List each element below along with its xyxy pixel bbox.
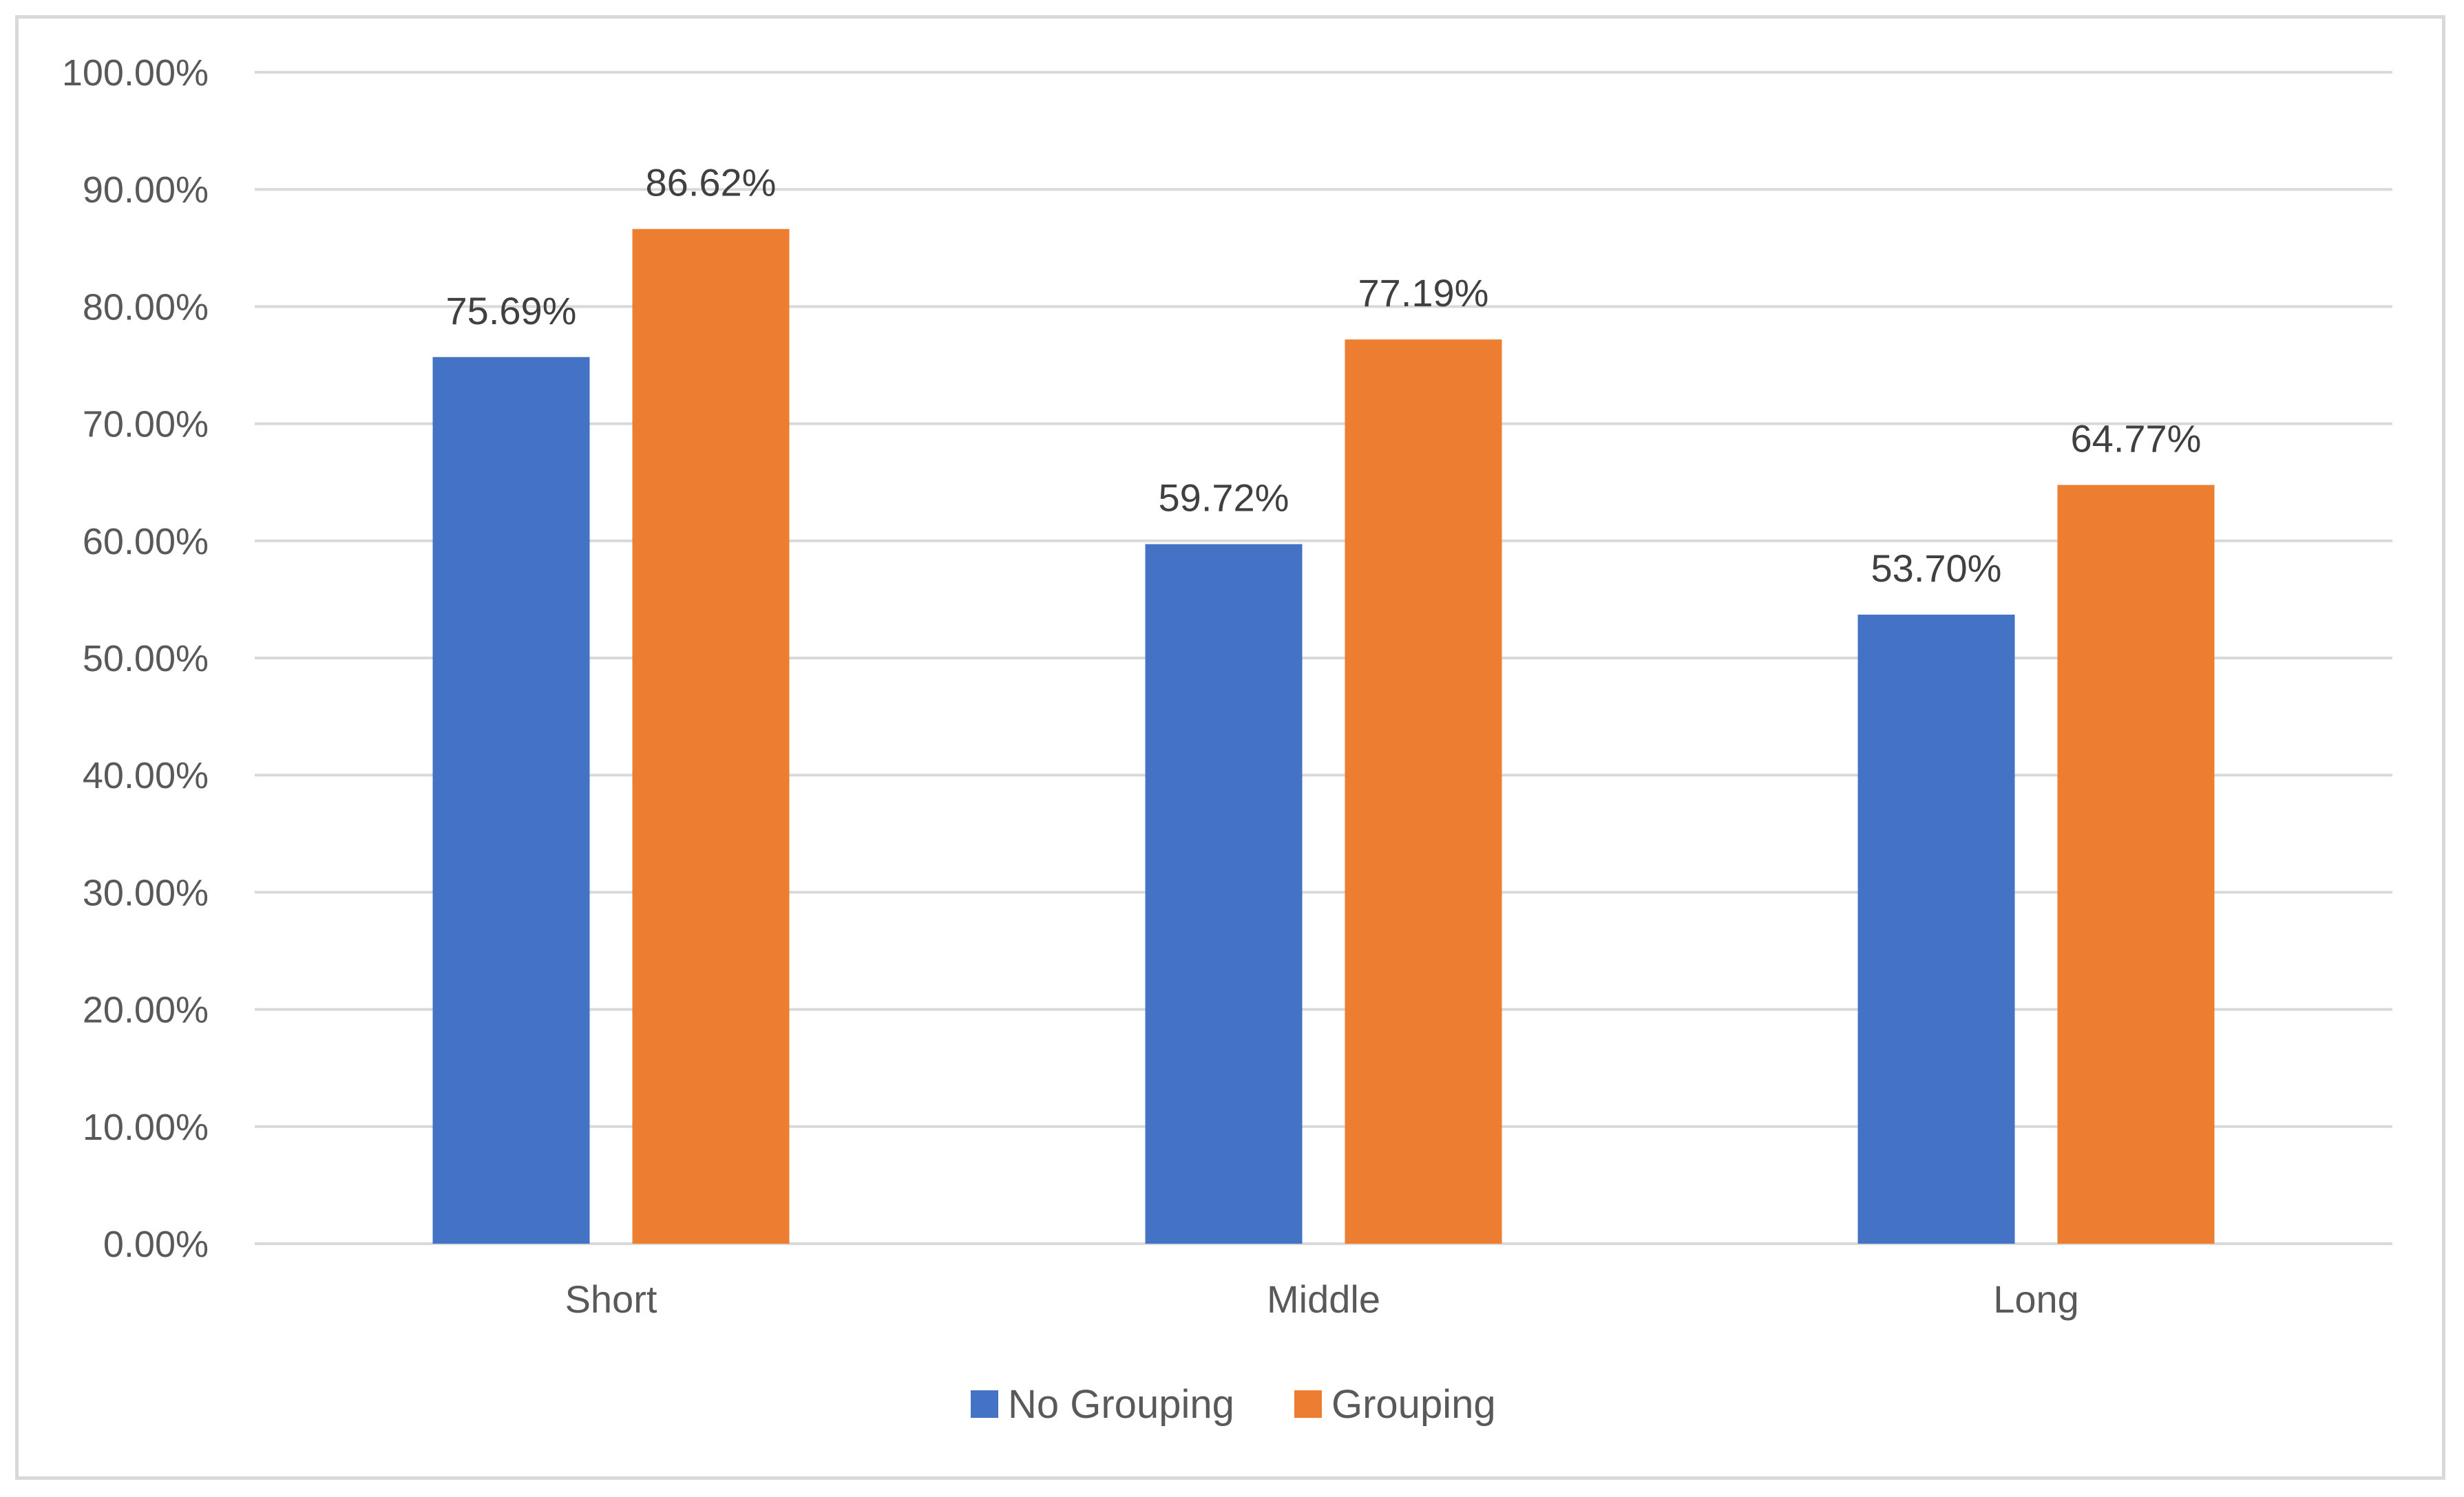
y-tick-label: 0.00% — [103, 1224, 209, 1265]
y-axis-ticks: 0.00% 10.00% 20.00% 30.00% 40.00% 50.00% 60.00… — [62, 52, 209, 1265]
y-tick-label: 70.00% — [83, 404, 209, 445]
legend-label: No Grouping — [1008, 1382, 1234, 1427]
y-tick-label: 10.00% — [83, 1107, 209, 1148]
data-label: 53.70% — [1871, 546, 2002, 590]
bar — [1145, 544, 1303, 1244]
legend-swatch — [1294, 1390, 1322, 1418]
bar — [632, 229, 790, 1244]
legend-swatch — [971, 1390, 998, 1418]
y-tick-label: 90.00% — [83, 169, 209, 211]
bar — [432, 357, 590, 1244]
y-tick-label: 40.00% — [83, 755, 209, 796]
bar — [2057, 485, 2215, 1244]
legend: No Grouping Grouping — [971, 1382, 1496, 1427]
y-tick-label: 80.00% — [83, 286, 209, 328]
y-tick-label: 100.00% — [62, 52, 209, 94]
y-tick-label: 20.00% — [83, 990, 209, 1031]
data-label: 86.62% — [646, 161, 777, 204]
data-label: 64.77% — [2071, 417, 2202, 460]
bars — [432, 229, 2215, 1244]
gridlines — [255, 71, 2392, 1245]
bar — [1857, 615, 2015, 1244]
category-label: Long — [1993, 1277, 2079, 1321]
y-tick-label: 60.00% — [83, 521, 209, 562]
legend-label: Grouping — [1331, 1382, 1496, 1427]
x-axis-categories: Short Middle Long — [565, 1277, 2079, 1321]
category-label: Short — [565, 1277, 657, 1321]
data-label: 59.72% — [1159, 476, 1289, 520]
bar — [1345, 339, 1502, 1244]
y-tick-label: 50.00% — [83, 638, 209, 679]
data-label: 77.19% — [1358, 271, 1489, 315]
y-tick-label: 30.00% — [83, 872, 209, 913]
category-label: Middle — [1267, 1277, 1380, 1321]
data-labels: 75.69% 86.62% 59.72% 77.19% 53.70% 64.77% — [446, 161, 2202, 590]
data-label: 75.69% — [446, 289, 577, 332]
